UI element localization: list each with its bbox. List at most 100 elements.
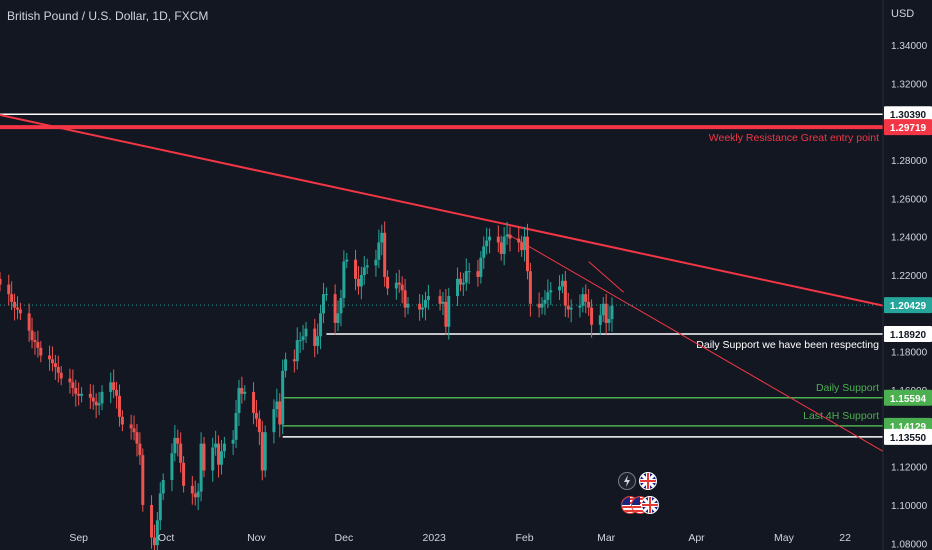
candle-body[interactable]	[581, 294, 585, 306]
candle-body[interactable]	[336, 313, 340, 323]
candle-body[interactable]	[109, 382, 113, 392]
candle-body[interactable]	[598, 315, 602, 325]
candle-body[interactable]	[438, 296, 442, 304]
candle-body[interactable]	[301, 336, 305, 341]
candle-body[interactable]	[237, 388, 241, 413]
candle-body[interactable]	[100, 391, 104, 404]
candle-body[interactable]	[467, 271, 471, 273]
candle-body[interactable]	[394, 282, 398, 289]
candle-body[interactable]	[563, 280, 567, 306]
candle-body[interactable]	[383, 232, 387, 277]
candle-body[interactable]	[214, 443, 218, 448]
candle-body[interactable]	[13, 301, 17, 308]
trendline[interactable]	[0, 114, 884, 307]
candle-body[interactable]	[284, 359, 288, 371]
candle-body[interactable]	[444, 301, 448, 327]
candle-body[interactable]	[211, 447, 215, 471]
candle-body[interactable]	[499, 242, 503, 254]
candle-body[interactable]	[356, 278, 360, 287]
candle-body[interactable]	[476, 271, 480, 277]
candle-body[interactable]	[354, 259, 358, 279]
candle-body[interactable]	[129, 424, 133, 429]
candle-body[interactable]	[601, 303, 605, 316]
uk-flag-icon[interactable]	[639, 472, 657, 490]
candle-body[interactable]	[528, 271, 532, 304]
candle-body[interactable]	[549, 290, 553, 293]
candle-body[interactable]	[461, 282, 465, 285]
candle-body[interactable]	[240, 388, 244, 394]
candle-body[interactable]	[120, 416, 124, 425]
candle-body[interactable]	[342, 261, 346, 298]
candle-body[interactable]	[71, 382, 75, 389]
candle-body[interactable]	[281, 370, 285, 425]
candle-body[interactable]	[117, 395, 121, 417]
uk-flag-icon[interactable]	[641, 496, 659, 514]
candle-body[interactable]	[202, 443, 206, 471]
candle-body[interactable]	[607, 319, 611, 323]
candle-body[interactable]	[0, 278, 2, 285]
candle-body[interactable]	[508, 234, 512, 239]
trendline[interactable]	[506, 233, 884, 452]
candle-body[interactable]	[15, 307, 19, 310]
candle-body[interactable]	[403, 290, 407, 308]
candle-body[interactable]	[77, 393, 81, 396]
candle-body[interactable]	[263, 432, 267, 471]
candle-body[interactable]	[158, 493, 162, 521]
candle-body[interactable]	[141, 455, 145, 505]
candle-body[interactable]	[243, 391, 247, 394]
candle-body[interactable]	[295, 340, 299, 362]
candle-body[interactable]	[558, 286, 562, 291]
candle-body[interactable]	[418, 303, 422, 310]
candle-body[interactable]	[339, 297, 343, 314]
candle-body[interactable]	[196, 491, 200, 498]
candle-body[interactable]	[496, 236, 500, 243]
candle-body[interactable]	[170, 453, 174, 481]
candle-body[interactable]	[546, 292, 550, 300]
candle-body[interactable]	[386, 276, 390, 289]
candle-body[interactable]	[27, 313, 31, 331]
candle-body[interactable]	[260, 432, 264, 471]
candle-body[interactable]	[324, 294, 328, 296]
candle-body[interactable]	[610, 305, 614, 320]
candle-body[interactable]	[400, 284, 404, 291]
candle-body[interactable]	[7, 284, 11, 295]
candle-body[interactable]	[458, 278, 462, 285]
candle-body[interactable]	[488, 236, 492, 241]
candle-body[interactable]	[566, 305, 570, 310]
candle-body[interactable]	[252, 391, 256, 413]
candle-body[interactable]	[345, 259, 349, 262]
candle-body[interactable]	[132, 428, 136, 433]
candle-body[interactable]	[333, 294, 337, 323]
candle-body[interactable]	[380, 232, 384, 243]
candle-body[interactable]	[88, 393, 92, 398]
candle-body[interactable]	[115, 389, 119, 396]
candle-body[interactable]	[505, 234, 509, 237]
candle-body[interactable]	[234, 412, 238, 440]
candle-body[interactable]	[138, 443, 142, 456]
candle-body[interactable]	[485, 240, 489, 247]
candle-body[interactable]	[190, 485, 194, 494]
candle-body[interactable]	[540, 303, 544, 308]
candle-body[interactable]	[423, 299, 427, 308]
candle-body[interactable]	[321, 294, 325, 314]
candle-body[interactable]	[502, 236, 506, 254]
candle-body[interactable]	[193, 493, 197, 498]
candle-body[interactable]	[377, 242, 381, 260]
candle-body[interactable]	[537, 303, 541, 308]
candle-body[interactable]	[278, 401, 282, 425]
candle-body[interactable]	[53, 363, 57, 367]
candle-body[interactable]	[482, 246, 486, 258]
candle-body[interactable]	[313, 328, 317, 346]
candle-body[interactable]	[604, 303, 608, 323]
candle-body[interactable]	[257, 418, 261, 433]
candle-body[interactable]	[182, 462, 186, 486]
candle-body[interactable]	[292, 359, 296, 362]
candle-body[interactable]	[18, 309, 22, 314]
candle-body[interactable]	[304, 328, 308, 337]
candle-body[interactable]	[365, 265, 369, 268]
candle-body[interactable]	[441, 301, 445, 304]
candle-body[interactable]	[298, 340, 302, 342]
candle-body[interactable]	[176, 437, 180, 444]
candle-body[interactable]	[447, 296, 451, 327]
